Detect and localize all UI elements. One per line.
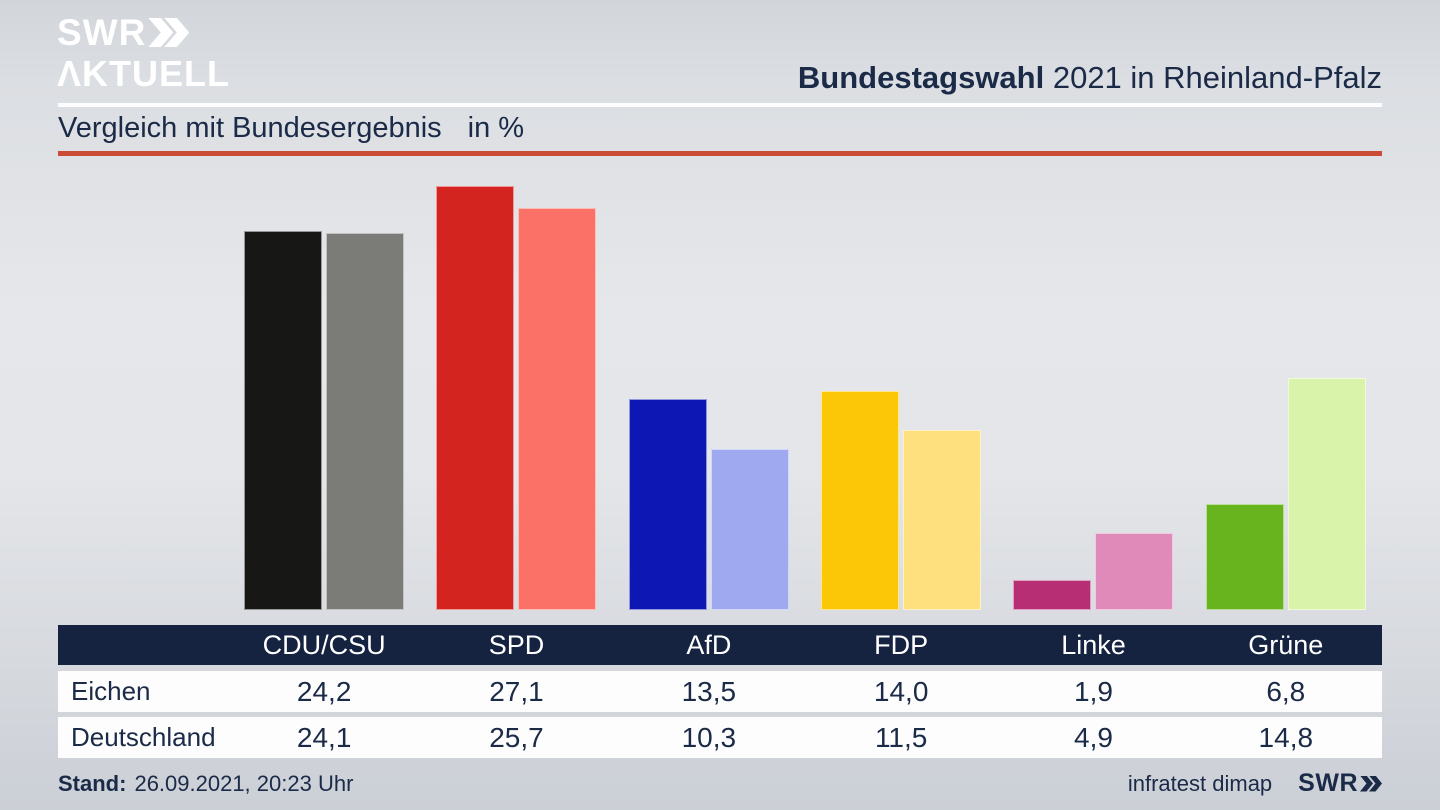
swr-brand-logo: SWR (1298, 769, 1382, 798)
bar-chart (58, 160, 1382, 610)
bar-deutschland-linke (1095, 533, 1174, 610)
timestamp-label: Stand: (58, 771, 127, 796)
bar-eichen-cdu-csu (244, 231, 323, 610)
column-header-fdp: FDP (874, 629, 929, 660)
value-deutschland-gr-ne: 14,8 (1258, 721, 1314, 753)
page-title-bold: Bundestagswahl (797, 60, 1045, 95)
chevron-right-icon (1369, 775, 1382, 792)
row-label-deutschland: Deutschland (71, 722, 216, 752)
source-label: infratest dimap (1127, 770, 1273, 796)
chart-subtitle-text: Vergleich mit Bundesergebnis (58, 112, 442, 144)
attribution: infratest dimap SWR (1128, 769, 1382, 798)
bar-eichen-afd (628, 399, 707, 610)
page-title: Bundestagswahl 2021 in Rheinland-Pfalz (798, 60, 1382, 96)
bar-eichen-linke (1013, 580, 1092, 610)
header-divider (58, 103, 1382, 107)
value-deutschland-fdp: 11,5 (874, 721, 928, 753)
bar-deutschland-gr-ne (1287, 378, 1366, 610)
chart-subtitle: Vergleich mit Bundesergebnis in % (58, 112, 524, 145)
value-deutschland-linke: 4,9 (1074, 721, 1113, 753)
table-row-deutschland: Deutschland 24,1 25,7 10,3 11,5 4,9 14,8 (58, 717, 1382, 758)
chart-unit-label: in % (467, 112, 525, 144)
column-header-linke: Linke (1061, 629, 1126, 660)
bar-eichen-fdp (821, 391, 900, 610)
value-eichen-fdp: 14,0 (873, 675, 929, 707)
bar-group-afd (613, 399, 805, 610)
table-row-eichen: Eichen 24,2 27,1 13,5 14,0 1,9 6,8 (58, 671, 1382, 712)
value-deutschland-afd: 10,3 (681, 721, 737, 753)
logo-text-swr: SWR (57, 12, 147, 53)
column-header-spd: SPD (488, 629, 545, 660)
value-eichen-spd: 27,1 (489, 675, 544, 707)
bar-group-gr-ne (1190, 378, 1382, 610)
value-eichen-linke: 1,9 (1074, 675, 1113, 707)
column-header-afd: AfD (686, 629, 732, 660)
value-eichen-cdu-csu: 24,2 (296, 675, 352, 707)
timestamp: Stand: 26.09.2021, 20:23 Uhr (58, 771, 353, 797)
column-header-gr-ne: Grüne (1248, 629, 1324, 660)
bar-group-linke (997, 533, 1189, 610)
value-deutschland-cdu-csu: 24,1 (296, 721, 352, 753)
value-deutschland-spd: 25,7 (489, 721, 544, 753)
bar-deutschland-afd (710, 449, 789, 610)
row-label-eichen: Eichen (71, 676, 151, 706)
bar-deutschland-fdp (903, 430, 982, 610)
bar-group-cdu-csu (228, 231, 420, 610)
table-header-row: CDU/CSU SPD AfD FDP Linke Grüne (58, 625, 1382, 665)
page-title-rest: 2021 in Rheinland-Pfalz (1044, 60, 1382, 95)
bar-eichen-gr-ne (1205, 504, 1284, 610)
bar-deutschland-spd (518, 208, 597, 610)
logo-text-aktuell: ΛKTUELL (57, 53, 230, 94)
accent-divider (58, 151, 1382, 156)
bar-group-fdp (805, 391, 997, 610)
bar-eichen-spd (436, 186, 515, 610)
swr-aktuell-logo: SWR ΛKTUELL (57, 12, 230, 94)
bar-group-spd (420, 186, 612, 610)
column-header-cdu-csu: CDU/CSU (262, 629, 386, 660)
value-eichen-afd: 13,5 (681, 675, 737, 707)
brand-text: SWR (1298, 769, 1358, 797)
value-eichen-gr-ne: 6,8 (1266, 675, 1306, 707)
chevron-right-icon (1360, 775, 1373, 792)
bar-deutschland-cdu-csu (326, 233, 405, 610)
timestamp-value: 26.09.2021, 20:23 Uhr (134, 771, 354, 796)
